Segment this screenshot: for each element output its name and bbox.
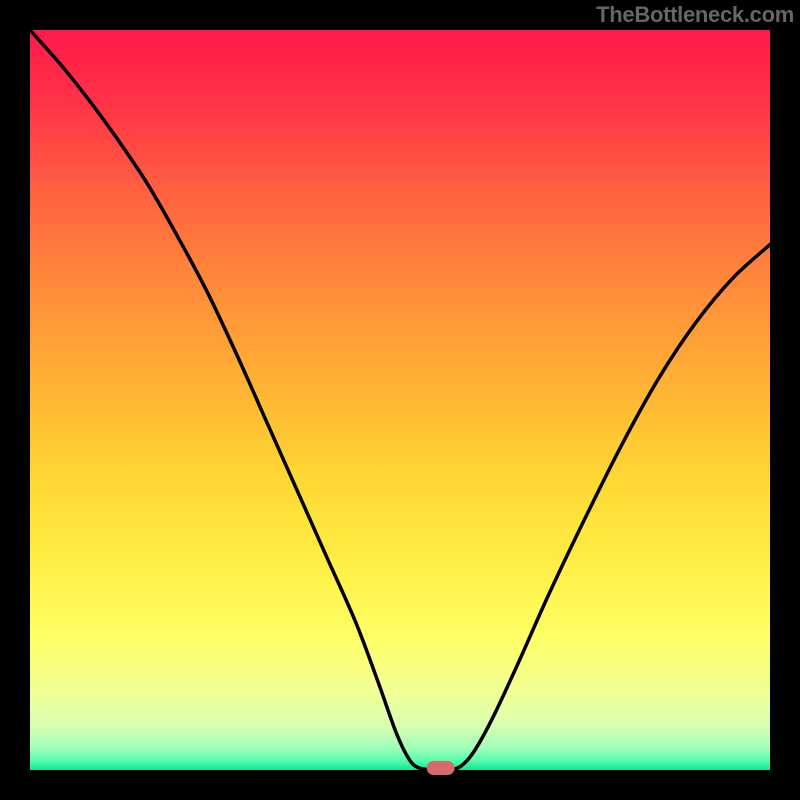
optimal-point-marker	[427, 761, 455, 775]
bottleneck-chart	[0, 0, 800, 800]
watermark-text: TheBottleneck.com	[596, 2, 794, 28]
plot-background	[30, 30, 770, 770]
chart-container: TheBottleneck.com	[0, 0, 800, 800]
